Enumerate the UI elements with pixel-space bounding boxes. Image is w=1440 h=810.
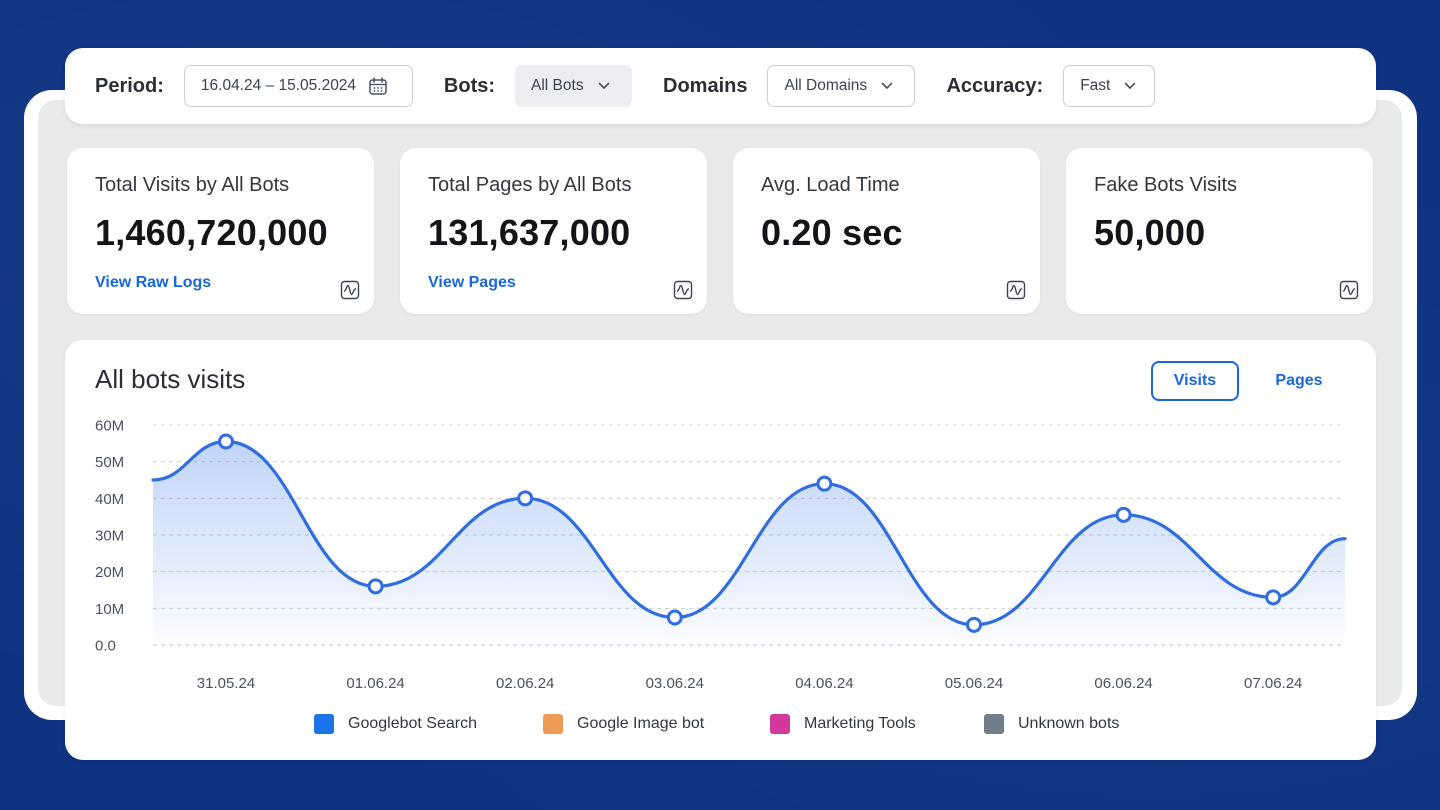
accuracy-select[interactable]: Fast xyxy=(1063,65,1156,107)
accuracy-label: Accuracy: xyxy=(946,74,1044,97)
y-tick-label: 20M xyxy=(95,564,124,581)
x-tick-label: 05.06.24 xyxy=(945,675,1003,692)
stat-card-fake-bots: Fake Bots Visits 50,000 xyxy=(1066,148,1373,314)
legend-label: Unknown bots xyxy=(1018,715,1120,732)
stat-card-value: 0.20 sec xyxy=(761,212,903,253)
domains-label: Domains xyxy=(663,74,748,97)
chevron-down-icon xyxy=(598,82,609,89)
stat-card-value: 131,637,000 xyxy=(428,212,631,253)
tab-visits[interactable]: Visits xyxy=(1151,361,1239,401)
accuracy-value: Fast xyxy=(1080,77,1111,94)
legend-swatch xyxy=(984,714,1004,734)
chart-wave-icon[interactable] xyxy=(1339,280,1359,300)
legend-swatch xyxy=(770,714,790,734)
stat-card-avg-load-time: Avg. Load Time 0.20 sec xyxy=(733,148,1040,314)
stat-card-total-pages: Total Pages by All Bots 131,637,000 View… xyxy=(400,148,707,314)
x-tick-label: 04.06.24 xyxy=(795,675,853,692)
y-tick-label: 0.0 xyxy=(95,638,116,655)
stat-card-title: Total Pages by All Bots xyxy=(428,174,632,196)
bots-select[interactable]: All Bots xyxy=(515,65,633,107)
series-line xyxy=(151,439,1347,627)
data-point xyxy=(1265,589,1282,606)
filter-bar: Period: 16.04.24 – 15.05.2024 Bots: All … xyxy=(65,48,1376,124)
chart-panel: All bots visits Visits Pages 0.0 10M 20M 30… xyxy=(65,340,1376,760)
series-area-fill xyxy=(153,441,1345,645)
period-label: Period: xyxy=(95,74,164,97)
chevron-down-icon xyxy=(881,82,893,89)
data-point xyxy=(517,490,534,507)
stat-card-value: 50,000 xyxy=(1094,212,1206,253)
x-tick-label: 03.06.24 xyxy=(646,675,704,692)
stat-card-title: Total Visits by All Bots xyxy=(95,174,290,196)
data-point xyxy=(816,475,833,492)
stat-card-title: Fake Bots Visits xyxy=(1094,174,1238,196)
area-chart: 0.0 10M 20M 30M 40M 50M 60M 31.05.24 01.06.24 02… xyxy=(95,418,1347,692)
x-tick-label: 01.06.24 xyxy=(346,675,404,692)
y-tick-label: 60M xyxy=(95,418,124,435)
bots-label: Bots: xyxy=(443,74,496,97)
y-tick-label: 30M xyxy=(95,528,124,545)
x-tick-label: 07.06.24 xyxy=(1244,675,1302,692)
legend-label: Google Image bot xyxy=(577,715,705,732)
data-point xyxy=(367,578,384,595)
legend-swatch xyxy=(543,714,563,734)
stat-card-total-visits: Total Visits by All Bots 1,460,720,000 V… xyxy=(67,148,374,314)
data-point xyxy=(966,616,982,633)
view-raw-logs-link[interactable]: View Raw Logs xyxy=(95,274,212,291)
legend-label: Marketing Tools xyxy=(804,715,916,732)
stat-card-value: 1,460,720,000 xyxy=(95,212,328,253)
legend-label: Googlebot Search xyxy=(348,715,477,732)
domains-select[interactable]: All Domains xyxy=(767,65,916,107)
chevron-down-icon xyxy=(1125,82,1136,89)
chart-legend: Googlebot Search Google Image bot Market… xyxy=(65,714,1376,738)
x-tick-label: 31.05.24 xyxy=(197,675,255,692)
legend-item-googlebot-search[interactable]: Googlebot Search xyxy=(314,714,477,734)
domains-value: All Domains xyxy=(784,77,868,94)
x-tick-label: 02.06.24 xyxy=(496,675,554,692)
y-tick-label: 50M xyxy=(95,454,124,471)
legend-item-google-image-bot[interactable]: Google Image bot xyxy=(543,714,704,734)
stat-card-title: Avg. Load Time xyxy=(761,174,900,196)
data-point xyxy=(1115,506,1132,523)
x-tick-label: 06.06.24 xyxy=(1094,675,1152,692)
calendar-icon xyxy=(369,77,387,95)
view-pages-link[interactable]: View Pages xyxy=(428,274,516,291)
legend-item-marketing-tools[interactable]: Marketing Tools xyxy=(770,714,916,734)
y-tick-label: 40M xyxy=(95,491,124,508)
chart-wave-icon[interactable] xyxy=(1006,280,1026,300)
chart-wave-icon[interactable] xyxy=(673,280,693,300)
legend-swatch xyxy=(314,714,334,734)
period-date-picker[interactable]: 16.04.24 – 15.05.2024 xyxy=(183,65,413,107)
bots-value: All Bots xyxy=(531,77,584,94)
tab-pages[interactable]: Pages xyxy=(1275,372,1323,389)
y-tick-label: 10M xyxy=(95,601,124,618)
chart-wave-icon[interactable] xyxy=(340,280,360,300)
chart-title: All bots visits xyxy=(95,364,246,394)
data-point xyxy=(218,433,234,450)
period-value: 16.04.24 – 15.05.2024 xyxy=(200,77,357,94)
data-point xyxy=(666,609,683,626)
legend-item-unknown-bots[interactable]: Unknown bots xyxy=(984,714,1119,734)
